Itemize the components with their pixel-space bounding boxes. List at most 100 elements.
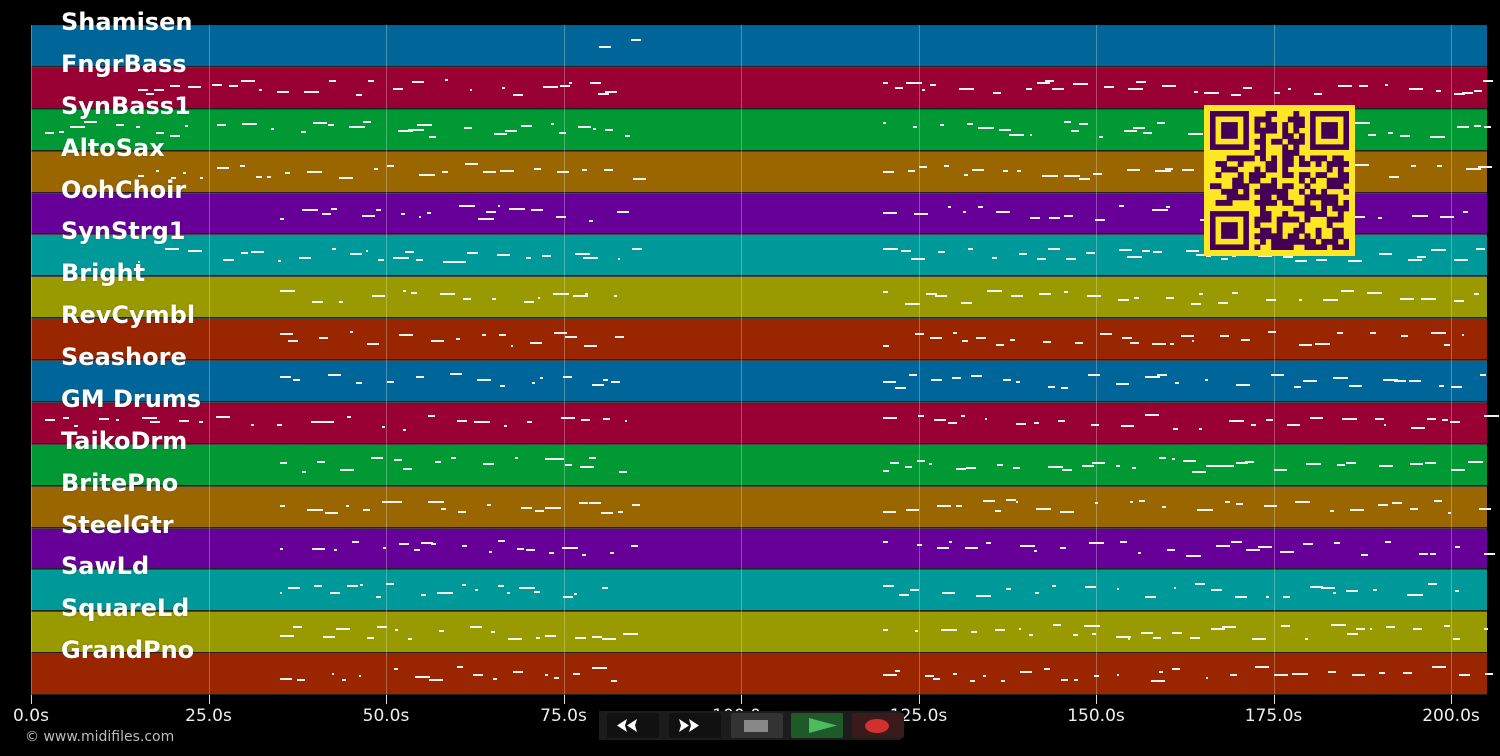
note [1052,624,1061,627]
note [1063,291,1068,294]
note [604,91,618,94]
track-label: RevCymbl [61,301,196,330]
note [1274,469,1287,472]
note [1144,375,1160,378]
note [473,673,484,676]
note [1033,421,1039,424]
note [1118,249,1132,252]
note [948,422,958,425]
play-button[interactable] [791,713,843,738]
note [1116,465,1120,468]
note [591,636,602,639]
note [994,510,1001,513]
note [482,463,494,466]
note [1230,541,1243,544]
note [908,169,915,172]
note [1399,134,1410,137]
note [1282,255,1293,258]
note [429,678,444,681]
note [1016,423,1027,426]
note [1412,215,1428,218]
note [1306,463,1322,466]
note [1413,628,1422,631]
track-lane [31,569,1487,612]
note [1352,673,1365,676]
note [1172,668,1181,671]
note [1061,468,1073,471]
note [919,166,927,169]
note [531,209,543,212]
note [1087,294,1097,297]
note [1483,80,1493,83]
note [1453,258,1468,261]
note [556,216,567,219]
note [1194,582,1205,585]
note [1186,250,1200,253]
note [1079,123,1089,126]
note [329,79,337,82]
note [1408,88,1423,91]
note [1174,382,1180,385]
note [427,211,432,214]
note [156,132,164,135]
note [223,259,234,262]
note [456,261,466,264]
note [1437,164,1443,167]
note [421,541,434,544]
note [1198,292,1204,295]
note [1221,258,1228,261]
stop-button[interactable] [731,713,783,738]
note [1142,249,1150,252]
note [403,468,413,471]
note [582,554,586,557]
note [1086,252,1095,255]
note [1346,590,1358,593]
note [393,257,409,260]
note [1443,344,1451,347]
note [523,301,534,304]
note [478,217,495,220]
note [1245,549,1260,552]
note [437,592,454,595]
note [285,172,291,175]
note [1266,419,1274,422]
note [1205,255,1212,258]
note [1399,297,1414,300]
note [1005,587,1011,590]
note [1332,591,1336,594]
note [972,168,984,171]
note [1104,86,1114,89]
note [1383,423,1386,426]
note [1144,414,1160,417]
note [611,679,618,682]
note [149,420,161,423]
note [387,380,395,383]
fast-forward-button[interactable] [669,713,721,738]
note [1378,252,1393,255]
note [1411,426,1426,429]
note [938,250,945,253]
note [1485,673,1493,676]
note [469,89,473,92]
note [1036,82,1051,85]
note [462,297,471,300]
note [1092,633,1096,636]
note [1172,428,1178,430]
note [1330,624,1347,627]
rewind-button[interactable] [607,713,659,738]
note [525,257,532,260]
note [1181,335,1194,338]
note [883,82,889,85]
note [465,163,478,166]
note [1462,91,1473,94]
note [910,258,925,261]
note [1428,583,1438,586]
note [1158,671,1164,674]
note [1369,331,1376,334]
note [931,378,942,381]
track-label: SteelGtr [61,510,174,539]
note [602,378,609,381]
record-button[interactable] [852,713,904,738]
note [1265,298,1277,301]
note [593,128,596,131]
